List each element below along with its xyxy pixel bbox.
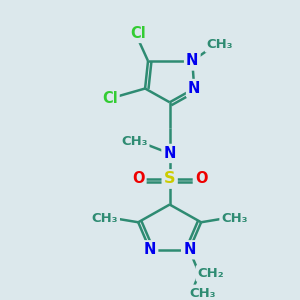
Text: CH₃: CH₃ — [221, 212, 248, 225]
Text: CH₃: CH₃ — [121, 135, 148, 148]
Text: N: N — [144, 242, 156, 257]
Text: CH₃: CH₃ — [207, 38, 233, 51]
Text: N: N — [186, 53, 199, 68]
Text: N: N — [164, 146, 176, 161]
Text: CH₂: CH₂ — [198, 267, 224, 280]
Text: O: O — [132, 172, 144, 187]
Text: N: N — [183, 242, 196, 257]
Text: Cl: Cl — [130, 26, 146, 41]
Text: S: S — [164, 172, 176, 187]
Text: N: N — [188, 81, 200, 96]
Text: O: O — [195, 172, 207, 187]
Text: CH₃: CH₃ — [190, 286, 216, 300]
Text: Cl: Cl — [102, 91, 118, 106]
Text: CH₃: CH₃ — [92, 212, 118, 225]
